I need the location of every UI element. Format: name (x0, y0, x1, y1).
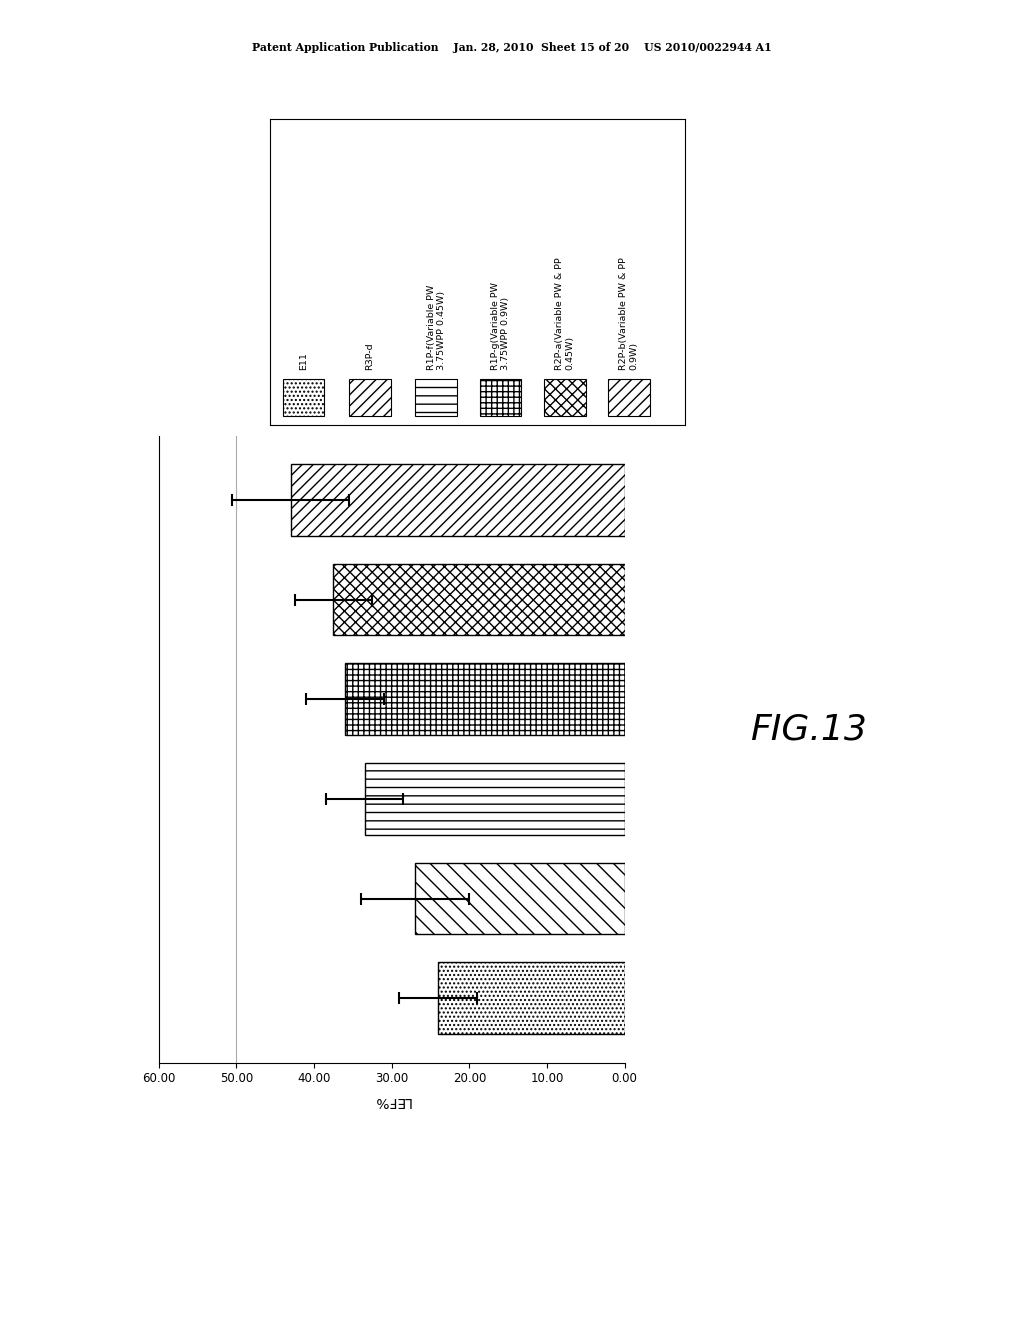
Bar (438, 962, 625, 1034)
Bar (365, 763, 625, 834)
Text: FIG.13: FIG.13 (751, 713, 867, 746)
Text: R1P-g(Variable PW
3.75WPP 0.9W): R1P-g(Variable PW 3.75WPP 0.9W) (490, 282, 510, 370)
Bar (608, 379, 650, 416)
Bar (480, 379, 521, 416)
Bar (283, 379, 325, 416)
Text: R3P-d: R3P-d (366, 342, 375, 370)
Text: E11: E11 (299, 352, 308, 370)
Bar (415, 863, 625, 935)
Bar (291, 465, 625, 536)
Bar (345, 664, 625, 735)
Text: Patent Application Publication    Jan. 28, 2010  Sheet 15 of 20    US 2010/00229: Patent Application Publication Jan. 28, … (252, 42, 772, 53)
Text: R1P-f(Variable PW
3.75WPP 0.45W): R1P-f(Variable PW 3.75WPP 0.45W) (427, 285, 445, 370)
Bar (544, 379, 586, 416)
Text: R2P-b(Variable PW & PP
0.9W): R2P-b(Variable PW & PP 0.9W) (620, 257, 639, 370)
Bar (334, 564, 625, 635)
Bar (349, 379, 390, 416)
X-axis label: LEF%: LEF% (373, 1094, 411, 1107)
Text: R2P-a(Variable PW & PP
0.45W): R2P-a(Variable PW & PP 0.45W) (555, 257, 574, 370)
Bar (416, 379, 457, 416)
